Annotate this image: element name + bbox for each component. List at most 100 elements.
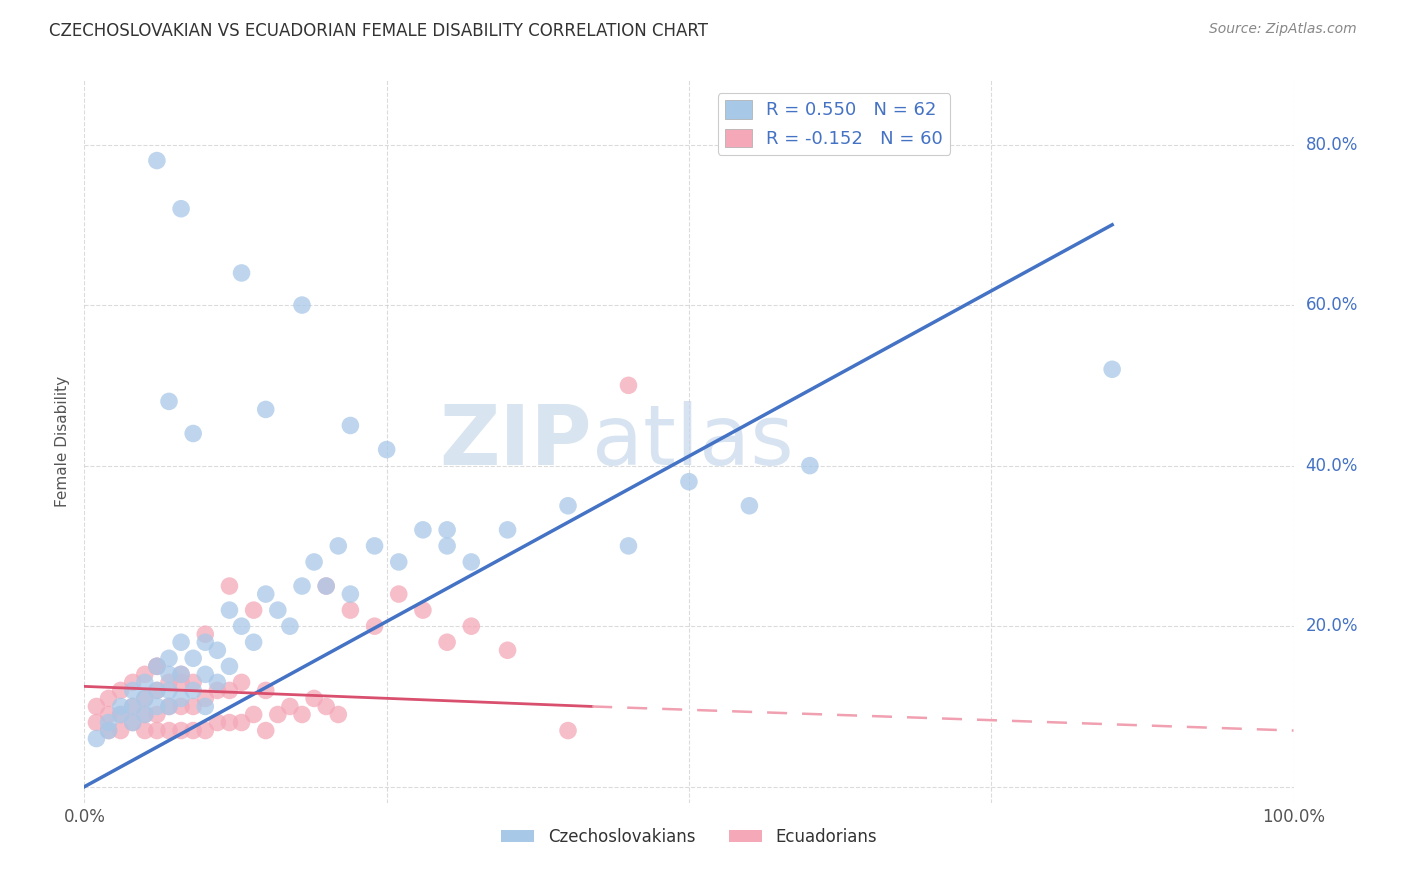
- Point: [146, 153, 169, 168]
- Point: [146, 659, 169, 673]
- Point: [181, 699, 204, 714]
- Point: [738, 499, 761, 513]
- Point: [557, 499, 579, 513]
- Text: CZECHOSLOVAKIAN VS ECUADORIAN FEMALE DISABILITY CORRELATION CHART: CZECHOSLOVAKIAN VS ECUADORIAN FEMALE DIS…: [49, 22, 709, 40]
- Point: [218, 715, 240, 730]
- Point: [86, 699, 108, 714]
- Text: 40.0%: 40.0%: [1306, 457, 1358, 475]
- Point: [110, 683, 132, 698]
- Point: [121, 675, 143, 690]
- Point: [231, 715, 253, 730]
- Point: [134, 667, 156, 681]
- Point: [302, 555, 325, 569]
- Point: [146, 707, 169, 722]
- Point: [412, 523, 434, 537]
- Point: [146, 683, 169, 698]
- Point: [218, 683, 240, 698]
- Point: [97, 715, 120, 730]
- Point: [278, 699, 301, 714]
- Text: 20.0%: 20.0%: [1306, 617, 1358, 635]
- Point: [146, 659, 169, 673]
- Point: [315, 579, 337, 593]
- Point: [146, 699, 169, 714]
- Point: [194, 691, 217, 706]
- Point: [134, 691, 156, 706]
- Point: [97, 723, 120, 738]
- Point: [146, 683, 169, 698]
- Point: [157, 675, 180, 690]
- Point: [194, 635, 217, 649]
- Point: [799, 458, 821, 473]
- Point: [170, 202, 193, 216]
- Point: [86, 715, 108, 730]
- Point: [207, 675, 229, 690]
- Point: [110, 699, 132, 714]
- Point: [134, 691, 156, 706]
- Point: [146, 723, 169, 738]
- Point: [242, 603, 264, 617]
- Point: [207, 715, 229, 730]
- Point: [388, 555, 411, 569]
- Point: [436, 635, 458, 649]
- Point: [242, 635, 264, 649]
- Point: [181, 683, 204, 698]
- Point: [181, 675, 204, 690]
- Legend: Czechoslovakians, Ecuadorians: Czechoslovakians, Ecuadorians: [495, 821, 883, 852]
- Point: [170, 667, 193, 681]
- Point: [134, 675, 156, 690]
- Point: [254, 402, 277, 417]
- Point: [86, 731, 108, 746]
- Point: [328, 707, 350, 722]
- Point: [496, 523, 519, 537]
- Point: [157, 699, 180, 714]
- Point: [121, 699, 143, 714]
- Point: [557, 723, 579, 738]
- Point: [291, 298, 314, 312]
- Point: [181, 426, 204, 441]
- Point: [375, 442, 398, 457]
- Point: [170, 723, 193, 738]
- Point: [302, 691, 325, 706]
- Point: [267, 707, 290, 722]
- Point: [254, 723, 277, 738]
- Point: [339, 603, 361, 617]
- Point: [170, 667, 193, 681]
- Point: [170, 699, 193, 714]
- Point: [194, 723, 217, 738]
- Point: [315, 579, 337, 593]
- Point: [267, 603, 290, 617]
- Point: [170, 691, 193, 706]
- Point: [121, 683, 143, 698]
- Point: [242, 707, 264, 722]
- Point: [194, 667, 217, 681]
- Point: [207, 683, 229, 698]
- Text: ZIP: ZIP: [440, 401, 592, 482]
- Point: [328, 539, 350, 553]
- Point: [254, 587, 277, 601]
- Point: [181, 723, 204, 738]
- Point: [157, 394, 180, 409]
- Point: [110, 723, 132, 738]
- Point: [339, 418, 361, 433]
- Point: [157, 723, 180, 738]
- Point: [121, 715, 143, 730]
- Point: [231, 619, 253, 633]
- Point: [97, 691, 120, 706]
- Point: [363, 539, 385, 553]
- Point: [278, 619, 301, 633]
- Point: [460, 555, 482, 569]
- Point: [110, 707, 132, 722]
- Point: [617, 378, 640, 392]
- Point: [97, 723, 120, 738]
- Point: [170, 635, 193, 649]
- Point: [617, 539, 640, 553]
- Point: [460, 619, 482, 633]
- Point: [388, 587, 411, 601]
- Point: [181, 651, 204, 665]
- Point: [231, 266, 253, 280]
- Point: [218, 579, 240, 593]
- Point: [678, 475, 700, 489]
- Point: [157, 651, 180, 665]
- Point: [157, 667, 180, 681]
- Point: [218, 603, 240, 617]
